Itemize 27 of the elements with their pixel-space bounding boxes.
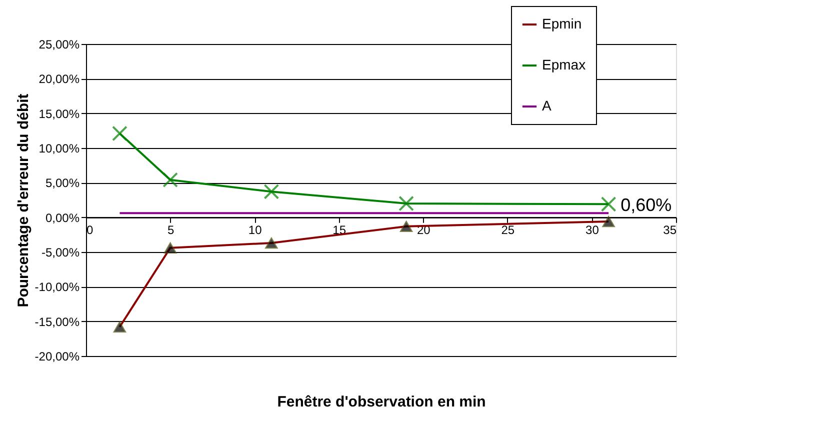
legend-label: Epmin [542,16,582,32]
point [264,184,280,200]
y-tick-label: -5,00% [41,246,80,260]
y-tick-label: 15,00% [38,106,80,121]
point [398,196,414,212]
x-tick-label: 10 [248,222,262,237]
y-tick-label: -20,00% [34,350,80,364]
y-tick-label: -10,00% [34,280,80,294]
y-tick-label: 20,00% [38,72,80,86]
point [162,172,178,188]
y-tick-label: 0,00% [45,210,80,225]
legend-label: A [542,98,552,114]
y-tick-label: 10,00% [38,142,80,156]
x-tick-label: 30 [586,222,600,237]
point [600,196,616,212]
annotation: 0,60% [620,195,672,216]
x-tick-label: 5 [167,222,174,237]
legend-label: Epmax [542,56,586,72]
x-axis-title: Fenêtre d'observation en min [277,394,486,410]
x-tick-label: 25 [501,222,515,237]
point [112,126,128,142]
x-tick-label: 35 [663,222,677,237]
y-tick-label: 25,00% [38,38,80,52]
y-tick-label: 5,00% [45,176,80,190]
y-axis-title: Pourcentage d'erreur du débit [14,94,32,308]
x-tick-label: 0 [86,222,94,237]
y-tick-label: -15,00% [34,314,80,329]
